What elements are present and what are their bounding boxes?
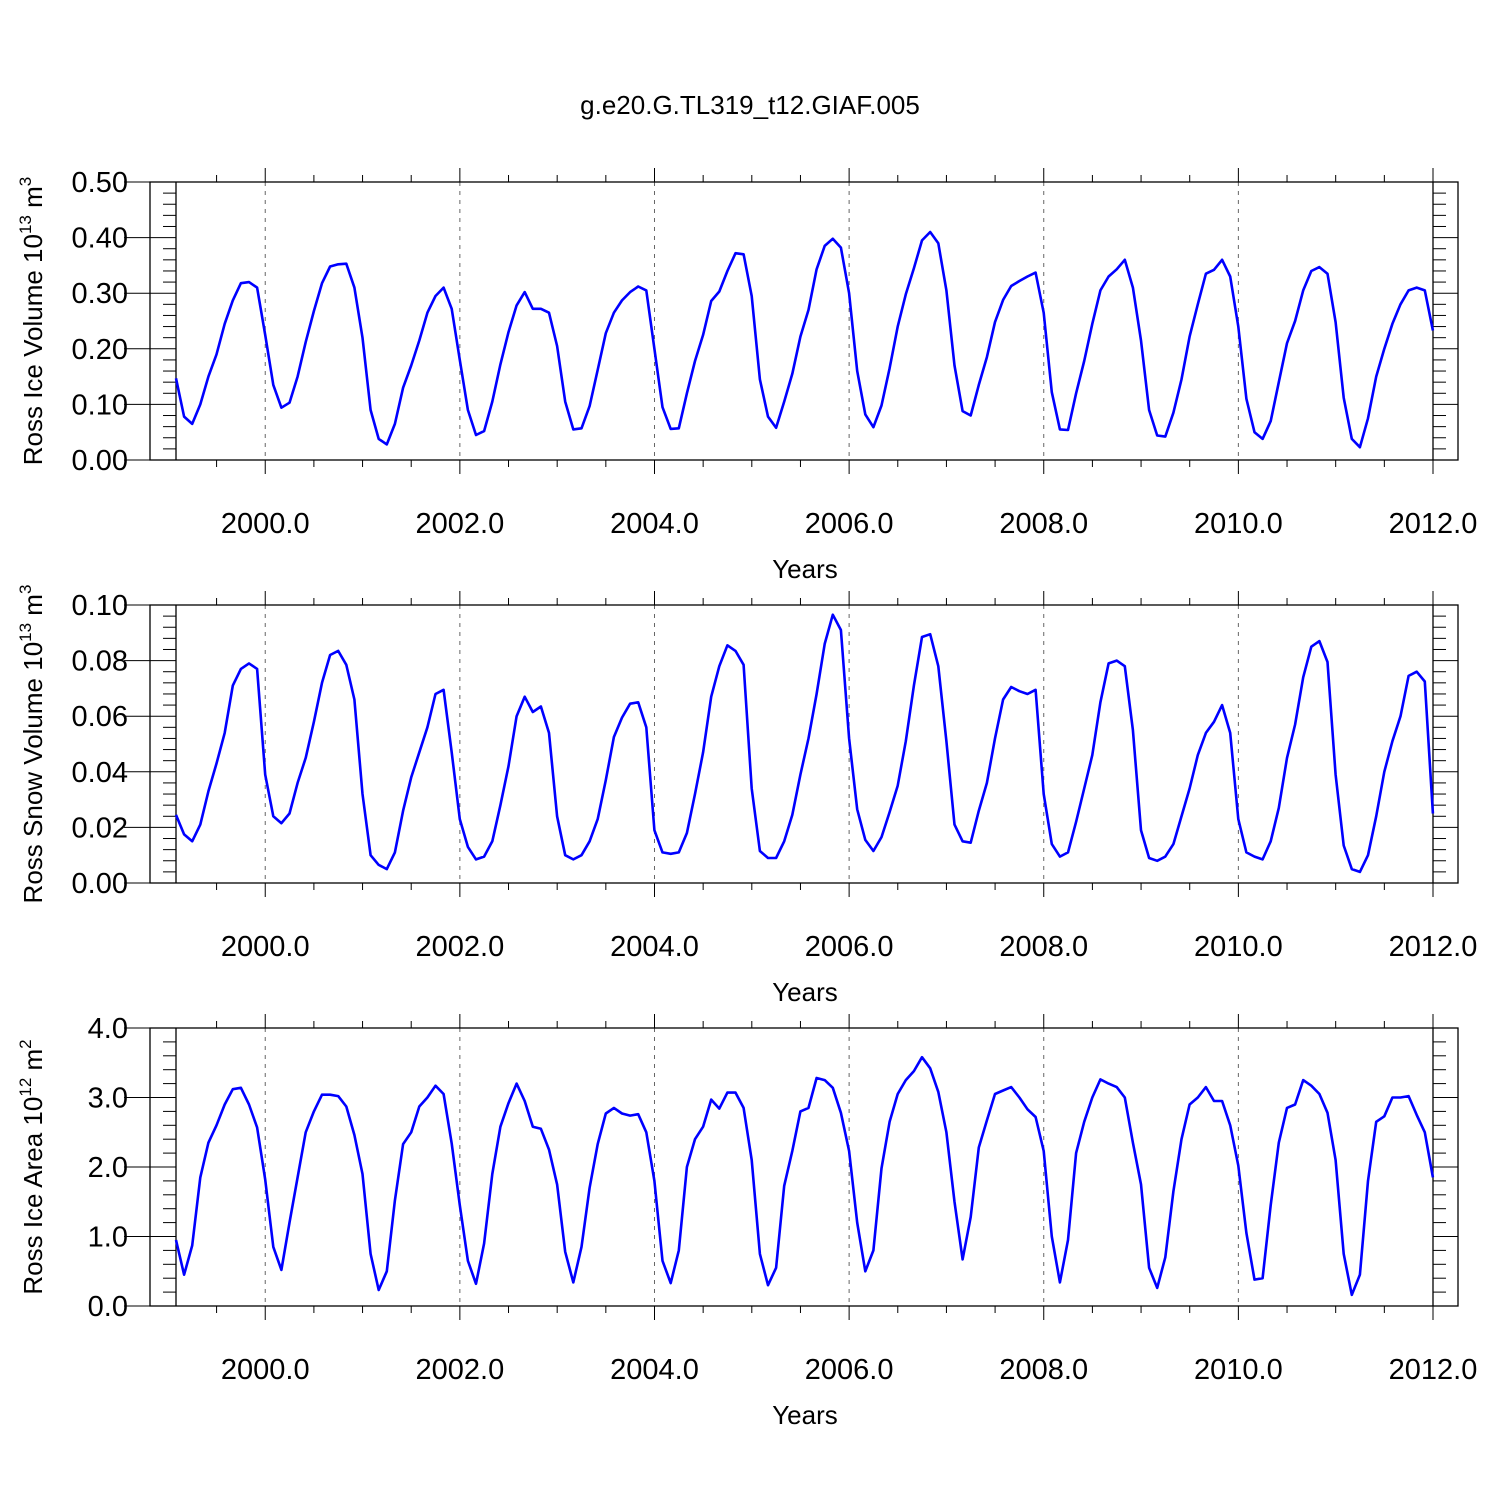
page-title: g.e20.G.TL319_t12.GIAF.005 — [580, 90, 920, 120]
x-tick-label: 2012.0 — [1389, 508, 1478, 540]
y-axis-label-unit-exponent: 3 — [16, 177, 35, 186]
plot-frame — [149, 1027, 1459, 1307]
y-tick-label: 2.0 — [88, 1152, 128, 1184]
x-tick-label: 2010.0 — [1194, 1354, 1283, 1386]
x-tick-label: 2002.0 — [416, 508, 505, 540]
y-tick-label: 0.06 — [72, 701, 128, 733]
x-tick-label: 2000.0 — [221, 508, 310, 540]
plot-frame — [149, 181, 1459, 461]
y-axis-label-unit: m — [18, 594, 48, 623]
x-tick-label: 2004.0 — [610, 1354, 699, 1386]
y-tick-label: 0.10 — [72, 389, 128, 421]
y-axis-label-exponent: 12 — [16, 1078, 35, 1097]
y-tick-label: 0.30 — [72, 278, 128, 310]
x-tick-label: 2006.0 — [805, 508, 894, 540]
x-tick-label: 2000.0 — [221, 931, 310, 963]
plot-frame — [149, 604, 1459, 884]
ice-area-panel: 2000.0 2002.0 2004.0 2006.0 2008.0 2010.0 2012… — [16, 1013, 1477, 1430]
x-tick-label: 2010.0 — [1194, 508, 1283, 540]
y-tick-label: 0.40 — [72, 223, 128, 255]
y-tick-label: 1.0 — [88, 1222, 128, 1254]
y-tick-label: 0.50 — [72, 167, 128, 199]
y-tick-label: 0.10 — [72, 590, 128, 622]
series-line — [174, 1055, 1435, 1297]
x-tick-label: 2008.0 — [999, 508, 1088, 540]
y-axis-label-exponent: 13 — [16, 623, 35, 642]
y-tick-label: 0.00 — [72, 445, 128, 477]
y-axis-label-unit: m — [18, 1049, 48, 1078]
x-tick-label: 2002.0 — [416, 931, 505, 963]
y-axis-label-unit: m — [18, 186, 48, 215]
series-line — [174, 613, 1435, 874]
y-axis-label-unit-exponent: 3 — [16, 585, 35, 594]
x-tick-label: 2008.0 — [999, 1354, 1088, 1386]
x-tick-label: 2012.0 — [1389, 1354, 1478, 1386]
y-axis-label-unit-exponent: 2 — [16, 1039, 35, 1048]
x-tick-label: 2002.0 — [416, 1354, 505, 1386]
x-tick-label: 2012.0 — [1389, 931, 1478, 963]
x-tick-label: 2000.0 — [221, 1354, 310, 1386]
y-axis-label: Ross Snow Volume 1013 m3 — [16, 585, 48, 904]
snow-volume-panel: 2000.0 2002.0 2004.0 2006.0 2008.0 2010.0 2012… — [16, 585, 1477, 1007]
x-tick-label: 2010.0 — [1194, 931, 1283, 963]
y-tick-label: 0.08 — [72, 646, 128, 678]
x-axis-label: Years — [772, 554, 838, 584]
y-tick-label: 0.20 — [72, 334, 128, 366]
ice-volume-panel: 2000.0 2002.0 2004.0 2006.0 2008.0 2010.0 2012… — [16, 167, 1477, 584]
series-line — [174, 230, 1435, 449]
y-tick-label: 4.0 — [88, 1013, 128, 1045]
y-axis-label: Ross Ice Area 1012 m2 — [16, 1039, 48, 1294]
y-axis-label-text: Ross Ice Area 10 — [18, 1097, 48, 1295]
y-axis-label: Ross Ice Volume 1013 m3 — [16, 177, 48, 466]
y-tick-label: 0.0 — [88, 1291, 128, 1323]
y-axis-label-text: Ross Snow Volume 10 — [18, 642, 48, 904]
x-tick-label: 2004.0 — [610, 508, 699, 540]
y-tick-label: 0.02 — [72, 812, 128, 844]
x-tick-label: 2006.0 — [805, 931, 894, 963]
x-axis-label: Years — [772, 977, 838, 1007]
y-tick-label: 3.0 — [88, 1083, 128, 1115]
x-axis-label: Years — [772, 1400, 838, 1430]
x-tick-label: 2008.0 — [999, 931, 1088, 963]
y-axis-label-exponent: 13 — [16, 215, 35, 234]
y-tick-label: 0.04 — [72, 757, 128, 789]
y-tick-label: 0.00 — [72, 868, 128, 900]
y-axis-label-text: Ross Ice Volume 10 — [18, 234, 48, 465]
x-tick-label: 2004.0 — [610, 931, 699, 963]
x-tick-label: 2006.0 — [805, 1354, 894, 1386]
